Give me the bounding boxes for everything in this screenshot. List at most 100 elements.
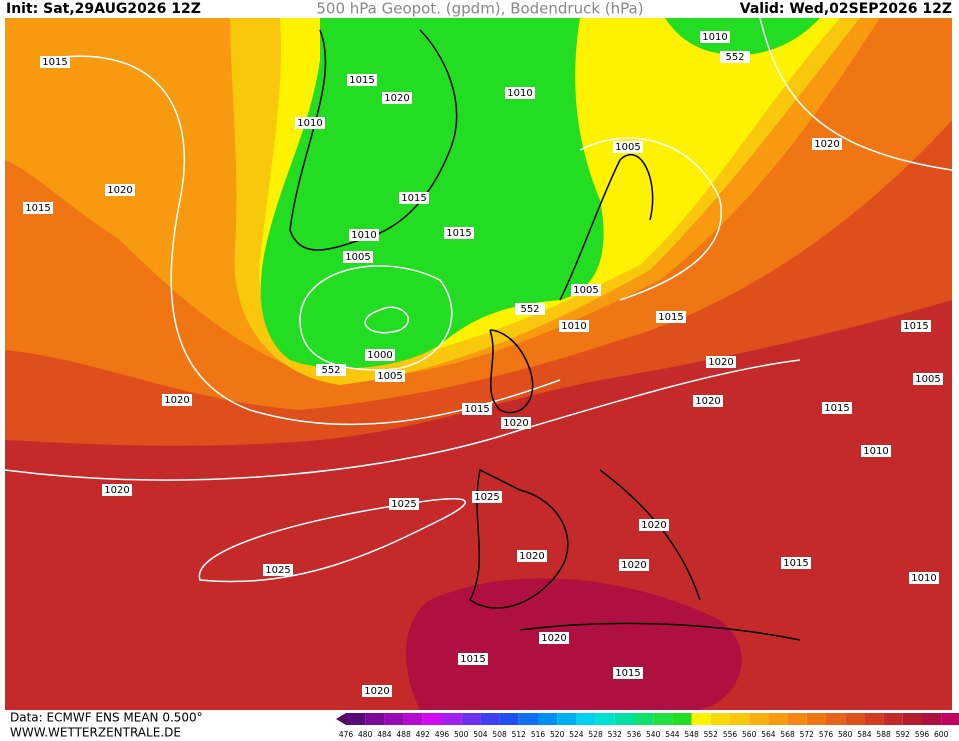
colorbar-box [422, 713, 442, 725]
colorbar-box [480, 713, 500, 725]
isobar-label-box [316, 364, 346, 376]
isobar-label-box [812, 138, 842, 150]
colorbar-label: 524 [569, 730, 584, 739]
map-title: 500 hPa Geopot. (gpdm), Bodendruck (hPa) [316, 0, 643, 18]
isobar-label-box [295, 117, 325, 129]
colorbar-box [634, 713, 654, 725]
colorbar-box [883, 713, 903, 725]
isobar-label: 552 [725, 52, 744, 63]
isobar-label: 1020 [641, 520, 666, 531]
isobar-label: 1025 [391, 499, 416, 510]
colorbar-label: 492 [416, 730, 431, 739]
colorbar-label: 600 [934, 730, 949, 739]
isobar-label: 1010 [863, 446, 888, 457]
isobar-label: 1025 [265, 565, 290, 576]
isobar-label: 1020 [814, 139, 839, 150]
isobar-label-box [362, 685, 392, 697]
isobar-label-box [458, 653, 488, 665]
isobar-label-box [365, 349, 395, 361]
isobar-label-box [901, 320, 931, 332]
colorbar-label: 568 [780, 730, 795, 739]
isobar-label: 1020 [107, 185, 132, 196]
colorbar-box [806, 713, 826, 725]
isobar-label-box [909, 572, 939, 584]
isobar-label-box [399, 192, 429, 204]
isobar-label-box [613, 141, 643, 153]
isobar-label-box [472, 491, 502, 503]
colorbar-box [922, 713, 942, 725]
colorbar-box [826, 713, 846, 725]
colorbar-box [845, 713, 865, 725]
isobar-label-box [375, 370, 405, 382]
isobar-label-box [263, 564, 293, 576]
isobar-label: 1015 [783, 558, 808, 569]
map [4, 17, 953, 710]
isobar-label-box [571, 284, 601, 296]
isobar-label: 1020 [695, 396, 720, 407]
colorbar-label: 516 [531, 730, 546, 739]
isobar-label: 1010 [702, 32, 727, 43]
colorbar-box [672, 713, 692, 725]
colorbar-label: 544 [665, 730, 680, 739]
colorbar-arrow-left [336, 713, 346, 725]
isobar-label-box [343, 251, 373, 263]
colorbar-label: 512 [512, 730, 527, 739]
isobar-label-box [861, 445, 891, 457]
isobar-label-box [105, 184, 135, 196]
isobar-label: 1015 [460, 654, 485, 665]
colorbar-box [499, 713, 519, 725]
colorbar-box [518, 713, 538, 725]
isobar-label: 1020 [104, 485, 129, 496]
isobar-label: 1005 [615, 142, 640, 153]
isobar-label-box [720, 51, 750, 63]
colorbar-box [730, 713, 750, 725]
isobar-label: 1020 [164, 395, 189, 406]
isobars [4, 17, 953, 583]
isobar-label-box [389, 498, 419, 510]
isobar-label: 1015 [658, 312, 683, 323]
colorbar-box [365, 713, 385, 725]
colorbar-box [403, 713, 423, 725]
isobar-label-box [444, 227, 474, 239]
isobar-label: 1010 [507, 88, 532, 99]
colorbar-box [691, 713, 711, 725]
isobar-label: 1015 [903, 321, 928, 332]
isobar-label: 1015 [42, 57, 67, 68]
colorbar-label: 500 [454, 730, 469, 739]
colorbar-box [576, 713, 596, 725]
isobar-label: 1020 [708, 357, 733, 368]
isobar-label-box [347, 74, 377, 86]
colorbar-label: 548 [684, 730, 699, 739]
isobar-label: 1005 [345, 252, 370, 263]
isobar-label-box [656, 311, 686, 323]
isobar-label: 1000 [367, 350, 392, 361]
isobar-label: 1015 [615, 668, 640, 679]
isobar-label: 1015 [401, 193, 426, 204]
colorbar-box [595, 713, 615, 725]
colorbar-box [346, 713, 366, 725]
colorbar-label: 580 [838, 730, 853, 739]
colorbar-label: 560 [742, 730, 757, 739]
colorbar-label: 528 [588, 730, 603, 739]
colorbar-label: 496 [435, 730, 450, 739]
colorbar-label: 484 [377, 730, 392, 739]
isobar-label-box [693, 395, 723, 407]
isobar-label-box [539, 632, 569, 644]
isobar-label: 1015 [464, 404, 489, 415]
colorbar-label: 508 [492, 730, 507, 739]
isobar-label-box [162, 394, 192, 406]
isobar-label: 1020 [364, 686, 389, 697]
colorbar-box [749, 713, 769, 725]
isobar-label: 1020 [384, 93, 409, 104]
init-time: Init: Sat,29AUG2026 12Z [6, 1, 201, 17]
colorbar-box [557, 713, 577, 725]
isobar-label: 1005 [915, 374, 940, 385]
colorbar-box [614, 713, 634, 725]
colorbar-label: 552 [704, 730, 719, 739]
field-596 [406, 578, 742, 710]
colorbar-box [461, 713, 481, 725]
valid-time: Valid: Wed,02SEP2026 12Z [740, 1, 952, 17]
isobar-label-box [515, 303, 545, 315]
isobar-label-box [613, 667, 643, 679]
